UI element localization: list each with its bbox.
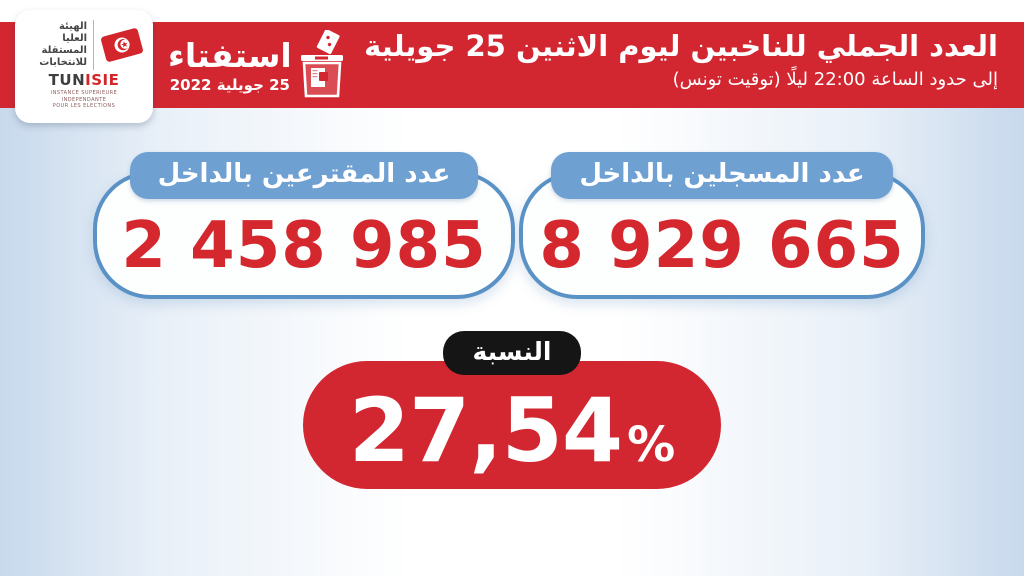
percentage-value: 27,54 [348,379,623,482]
referendum-title: استفتاء [168,35,292,75]
header-banner: العدد الجملي للناخبين ليوم الاثنين 25 جو… [0,22,1024,108]
referendum-text: استفتاء 25 جويلية 2022 [168,36,292,95]
percentage-inner: 27,54 % [349,387,675,475]
referendum-block: استفتاء 25 جويلية 2022 [168,28,345,102]
percent-sign: % [627,417,676,473]
stat-label-voters: عدد المقترعين بالداخل [129,152,479,199]
logo-arabic-line: للانتخابات [39,57,87,68]
logo-arabic-line: المستقلة [41,45,88,56]
logo-brand-text: TUNISIE [49,72,120,89]
referendum-date: 25 جويلية 2022 [169,75,290,94]
isie-logo-box: الهيئة العليا المستقلة للانتخابات TUNISI… [15,10,153,123]
logo-divider [93,20,94,70]
stat-value-voters: 2 458 985 [121,209,487,283]
percentage-section: النسبة 27,54 % [0,331,1024,489]
percentage-label: النسبة [442,331,582,375]
logo-caption: INSTANCE SUPERIEURE INDEPENDANTE POUR LE… [51,90,117,110]
banner-text-block: العدد الجملي للناخبين ليوم الاثنين 25 جو… [364,25,998,93]
tunisia-flag-icon [98,19,146,71]
percentage-pill: 27,54 % [303,361,721,489]
logo-caption-line: POUR LES ELECTIONS [52,103,116,109]
logo-top-row: الهيئة العليا المستقلة للانتخابات [22,19,146,71]
brand-suffix: ISIE [85,71,120,89]
ballot-box-icon [300,30,343,98]
stat-value-registered: 8 929 665 [539,209,905,283]
logo-caption-line: INDEPENDANTE [61,96,107,103]
stat-group-registered-inside: عدد المسجلين بالداخل 8 929 665 [518,152,926,302]
logo-caption-line: INSTANCE SUPERIEURE [50,90,118,96]
banner-title: العدد الجملي للناخبين ليوم الاثنين 25 جو… [364,29,998,63]
logo-arabic-name: الهيئة العليا المستقلة للانتخابات [22,21,89,69]
logo-arabic-line: العليا [62,33,87,44]
brand-prefix: TUN [48,71,86,89]
logo-arabic-line: الهيئة [58,21,87,32]
top-white-strip [0,0,1024,22]
banner-subtitle: إلى حدود الساعة 22:00 ليلًا (توقيت تونس) [672,69,998,90]
stat-label-registered: عدد المسجلين بالداخل [551,152,893,199]
stat-group-voters-inside: عدد المقترعين بالداخل 2 458 985 [92,152,516,302]
